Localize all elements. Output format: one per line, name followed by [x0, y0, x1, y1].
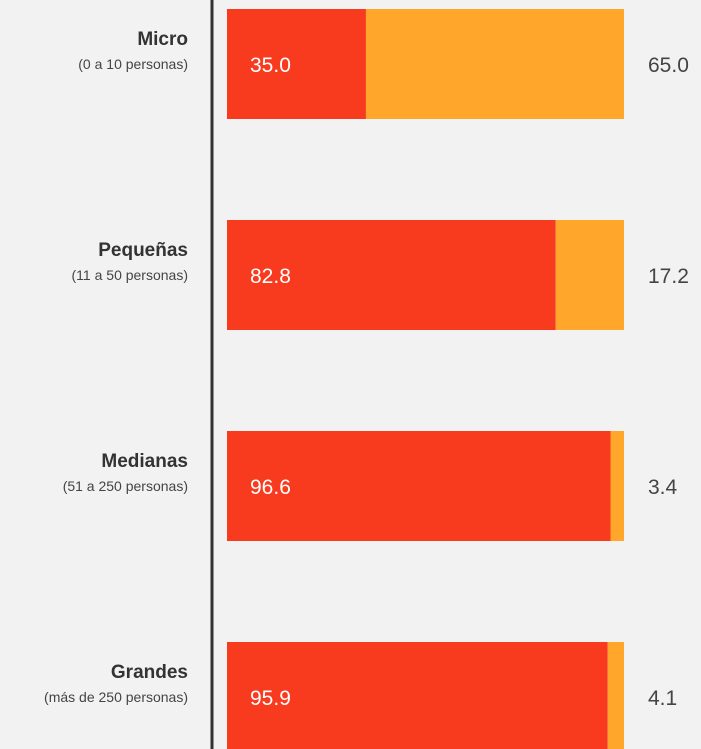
data-label-secondary: 65.0 — [648, 54, 689, 77]
bar-segment-primary — [227, 220, 556, 330]
category-sublabel: (más de 250 personas) — [44, 689, 188, 705]
category-sublabel: (0 a 10 personas) — [78, 56, 188, 72]
category-label: Grandes — [111, 662, 188, 683]
bar-segment-secondary — [365, 9, 624, 119]
bar-segment-primary — [227, 9, 366, 119]
category-label: Micro — [137, 29, 188, 50]
data-label-primary: 35.0 — [250, 54, 291, 77]
data-label-primary: 95.9 — [250, 687, 291, 710]
data-label-secondary: 4.1 — [648, 687, 677, 710]
data-label-secondary: 17.2 — [648, 265, 689, 288]
category-sublabel: (51 a 250 personas) — [63, 478, 188, 494]
data-label-primary: 96.6 — [250, 476, 291, 499]
category-label: Medianas — [101, 451, 188, 472]
bar-segment-secondary — [555, 220, 624, 330]
bar-segment-secondary — [607, 642, 624, 749]
data-label-primary: 82.8 — [250, 265, 291, 288]
bar-segment-primary — [227, 642, 608, 749]
bar-segment-primary — [227, 431, 611, 541]
category-sublabel: (11 a 50 personas) — [72, 267, 188, 283]
category-label: Pequeñas — [98, 240, 188, 261]
data-label-secondary: 3.4 — [648, 476, 678, 499]
bar-segment-secondary — [610, 431, 624, 541]
